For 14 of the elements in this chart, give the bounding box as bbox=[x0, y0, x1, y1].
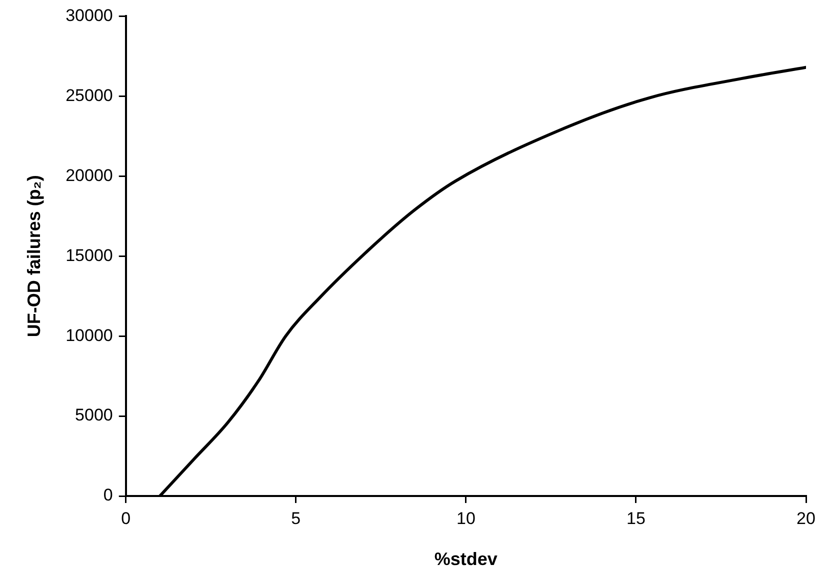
x-tick-label: 15 bbox=[626, 508, 646, 528]
y-tick-label: 25000 bbox=[66, 86, 113, 105]
y-tick-label: 15000 bbox=[66, 246, 113, 265]
x-tick-label: 5 bbox=[291, 508, 301, 528]
y-tick-label: 30000 bbox=[66, 6, 113, 25]
y-tick-label: 10000 bbox=[66, 326, 113, 345]
x-tick-label: 0 bbox=[121, 508, 131, 528]
y-tick-label: 20000 bbox=[66, 166, 113, 185]
y-tick-label: 0 bbox=[103, 486, 113, 505]
x-axis-title: %stdev bbox=[434, 549, 498, 570]
x-tick-label: 10 bbox=[456, 508, 476, 528]
y-tick-label: 5000 bbox=[75, 406, 113, 425]
x-tick-label: 20 bbox=[796, 508, 816, 528]
y-axis-title: UF-OD failures (p₂) bbox=[24, 175, 44, 338]
